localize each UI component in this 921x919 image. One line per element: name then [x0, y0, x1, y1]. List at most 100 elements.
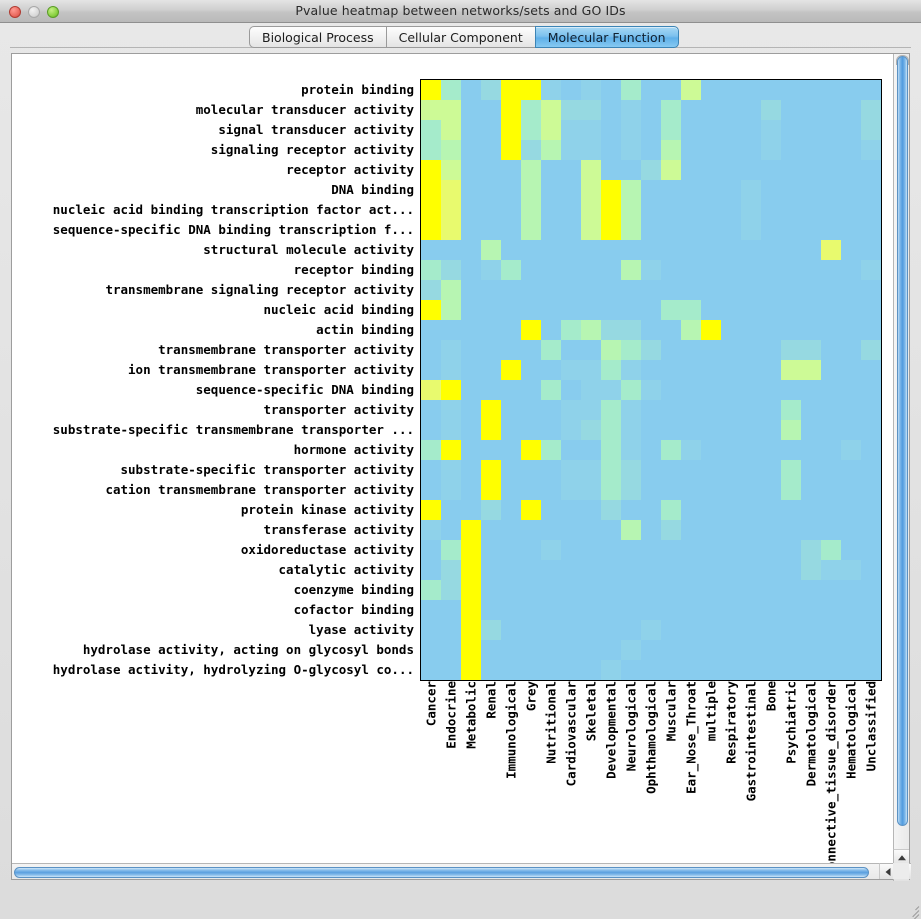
heatmap-cell[interactable]	[601, 240, 621, 260]
heatmap-cell[interactable]	[641, 460, 661, 480]
heatmap-cell[interactable]	[761, 580, 781, 600]
heatmap-cell[interactable]	[861, 300, 881, 320]
heatmap-cell[interactable]	[801, 540, 821, 560]
heatmap-cell[interactable]	[821, 420, 841, 440]
heatmap-cell[interactable]	[461, 480, 481, 500]
heatmap-cell[interactable]	[801, 660, 821, 680]
heatmap-cell[interactable]	[681, 500, 701, 520]
heatmap-cell[interactable]	[821, 280, 841, 300]
heatmap-cell[interactable]	[821, 460, 841, 480]
heatmap-cell[interactable]	[521, 120, 541, 140]
heatmap-cell[interactable]	[541, 160, 561, 180]
heatmap-cell[interactable]	[461, 380, 481, 400]
heatmap-cell[interactable]	[801, 280, 821, 300]
heatmap-cell[interactable]	[721, 520, 741, 540]
heatmap-cell[interactable]	[781, 620, 801, 640]
heatmap-cell[interactable]	[501, 660, 521, 680]
heatmap-cell[interactable]	[721, 160, 741, 180]
tab-molecular-function[interactable]: Molecular Function	[534, 26, 679, 48]
heatmap-cell[interactable]	[421, 200, 441, 220]
heatmap-cell[interactable]	[681, 440, 701, 460]
heatmap-cell[interactable]	[441, 360, 461, 380]
heatmap-cell[interactable]	[521, 660, 541, 680]
heatmap-cell[interactable]	[701, 400, 721, 420]
heatmap-cell[interactable]	[681, 340, 701, 360]
heatmap-cell[interactable]	[821, 360, 841, 380]
heatmap-cell[interactable]	[481, 140, 501, 160]
heatmap-cell[interactable]	[561, 620, 581, 640]
heatmap-cell[interactable]	[861, 420, 881, 440]
heatmap-cell[interactable]	[561, 420, 581, 440]
heatmap-cell[interactable]	[841, 480, 861, 500]
heatmap-cell[interactable]	[841, 440, 861, 460]
heatmap-cell[interactable]	[421, 260, 441, 280]
heatmap-cell[interactable]	[461, 420, 481, 440]
heatmap-cell[interactable]	[521, 220, 541, 240]
heatmap-cell[interactable]	[521, 80, 541, 100]
heatmap-cell[interactable]	[601, 660, 621, 680]
heatmap-cell[interactable]	[461, 440, 481, 460]
heatmap-cell[interactable]	[581, 220, 601, 240]
heatmap-cell[interactable]	[761, 420, 781, 440]
heatmap-cell[interactable]	[661, 280, 681, 300]
heatmap-cell[interactable]	[621, 560, 641, 580]
heatmap-cell[interactable]	[841, 340, 861, 360]
heatmap-cell[interactable]	[621, 540, 641, 560]
heatmap-cell[interactable]	[721, 440, 741, 460]
heatmap-cell[interactable]	[601, 560, 621, 580]
heatmap-cell[interactable]	[781, 440, 801, 460]
heatmap-cell[interactable]	[541, 580, 561, 600]
heatmap-cell[interactable]	[701, 220, 721, 240]
heatmap-cell[interactable]	[461, 400, 481, 420]
heatmap-cell[interactable]	[501, 100, 521, 120]
heatmap-cell[interactable]	[841, 500, 861, 520]
heatmap-cell[interactable]	[721, 260, 741, 280]
heatmap-cell[interactable]	[741, 400, 761, 420]
heatmap-cell[interactable]	[521, 600, 541, 620]
heatmap-cell[interactable]	[561, 660, 581, 680]
heatmap-cell[interactable]	[421, 180, 441, 200]
heatmap-cell[interactable]	[521, 360, 541, 380]
heatmap-cell[interactable]	[421, 480, 441, 500]
heatmap-cell[interactable]	[561, 540, 581, 560]
heatmap-cell[interactable]	[641, 340, 661, 360]
heatmap-cell[interactable]	[541, 100, 561, 120]
heatmap-cell[interactable]	[741, 380, 761, 400]
heatmap-cell[interactable]	[501, 320, 521, 340]
heatmap-cell[interactable]	[701, 100, 721, 120]
heatmap-cell[interactable]	[661, 600, 681, 620]
heatmap-cell[interactable]	[841, 600, 861, 620]
heatmap-cell[interactable]	[501, 180, 521, 200]
heatmap-cell[interactable]	[681, 100, 701, 120]
heatmap-cell[interactable]	[841, 520, 861, 540]
heatmap-cell[interactable]	[741, 560, 761, 580]
heatmap-cell[interactable]	[601, 620, 621, 640]
heatmap-cell[interactable]	[841, 160, 861, 180]
heatmap-cell[interactable]	[841, 580, 861, 600]
heatmap-cell[interactable]	[741, 320, 761, 340]
heatmap-cell[interactable]	[521, 200, 541, 220]
heatmap-cell[interactable]	[861, 460, 881, 480]
heatmap-cell[interactable]	[701, 280, 721, 300]
heatmap-cell[interactable]	[801, 420, 821, 440]
heatmap-cell[interactable]	[741, 340, 761, 360]
heatmap-cell[interactable]	[621, 260, 641, 280]
heatmap-cell[interactable]	[861, 340, 881, 360]
heatmap-cell[interactable]	[681, 380, 701, 400]
heatmap-cell[interactable]	[821, 440, 841, 460]
heatmap-cell[interactable]	[841, 560, 861, 580]
heatmap-cell[interactable]	[761, 400, 781, 420]
heatmap-cell[interactable]	[701, 600, 721, 620]
heatmap-cell[interactable]	[761, 300, 781, 320]
heatmap-cell[interactable]	[861, 400, 881, 420]
heatmap-cell[interactable]	[421, 380, 441, 400]
heatmap-cell[interactable]	[421, 460, 441, 480]
heatmap-cell[interactable]	[621, 460, 641, 480]
heatmap-cell[interactable]	[441, 280, 461, 300]
heatmap-cell[interactable]	[801, 200, 821, 220]
heatmap-cell[interactable]	[561, 100, 581, 120]
heatmap-cell[interactable]	[441, 120, 461, 140]
heatmap-cell[interactable]	[421, 80, 441, 100]
heatmap-cell[interactable]	[601, 140, 621, 160]
heatmap-cell[interactable]	[761, 140, 781, 160]
